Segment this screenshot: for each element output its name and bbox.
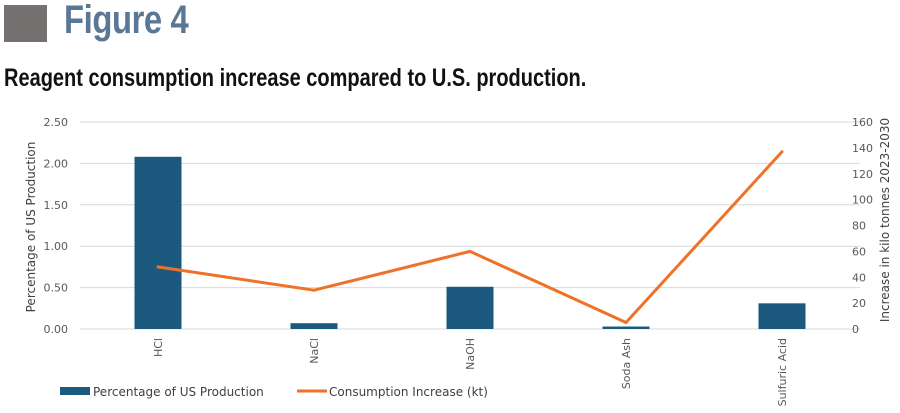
bar-sulfuric-acid (758, 303, 806, 329)
right-axis-title: Increase in kilo tonnes 2023-2030 (878, 118, 892, 322)
figure-label: Figure 4 (64, 0, 189, 42)
left-axis-title: Percentage of US Production (24, 142, 38, 313)
left-axis-ticks: 0.00 0.50 1.00 1.50 2.00 2.50 (44, 116, 69, 336)
right-axis-ticks: 0 20 40 60 80 100 120 140 160 (852, 116, 873, 336)
line-series (156, 150, 784, 325)
category-label: NaCl (308, 338, 321, 364)
left-tick-label: 1.50 (44, 199, 69, 212)
figure-caption: Reagent consumption increase compared to… (4, 64, 587, 92)
legend-bar-label: Percentage of US Production (93, 385, 264, 399)
left-tick-label: 1.00 (44, 240, 69, 253)
category-label: HCl (152, 338, 165, 357)
right-tick-label: 40 (852, 271, 866, 284)
right-tick-label: 100 (852, 194, 873, 207)
right-tick-label: 0 (852, 323, 859, 336)
category-axis-ticks: HCl NaCl NaOH Soda Ash Sulfuric Acid (152, 338, 789, 406)
right-tick-label: 80 (852, 220, 866, 233)
line-point-naoh (468, 249, 472, 253)
right-tick-label: 20 (852, 297, 866, 310)
left-tick-label: 2.50 (44, 116, 69, 129)
line-point-soda-ash (624, 321, 628, 325)
bar-nacl (290, 323, 338, 329)
right-tick-label: 140 (852, 142, 873, 155)
category-label: Soda Ash (620, 338, 633, 389)
line-point-hcl (156, 265, 160, 269)
legend: Percentage of US Production Consumption … (60, 385, 488, 399)
gridlines (80, 121, 860, 330)
category-label: NaOH (464, 338, 477, 370)
line-point-nacl (312, 288, 316, 292)
figure-marker-square (4, 5, 47, 42)
category-label: Sulfuric Acid (776, 338, 789, 406)
legend-line-label: Consumption Increase (kt) (329, 385, 488, 399)
legend-bar-swatch (60, 387, 90, 395)
bar-series (134, 156, 806, 329)
line-point-sulfuric-acid (780, 150, 784, 154)
left-tick-label: 0.00 (44, 323, 69, 336)
bar-soda-ash (602, 326, 650, 329)
left-tick-label: 2.00 (44, 157, 69, 170)
bar-naoh (446, 286, 494, 329)
left-tick-label: 0.50 (44, 282, 69, 295)
right-tick-label: 120 (852, 168, 873, 181)
bar-hcl (134, 156, 182, 329)
right-tick-label: 160 (852, 116, 873, 129)
right-tick-label: 60 (852, 245, 866, 258)
